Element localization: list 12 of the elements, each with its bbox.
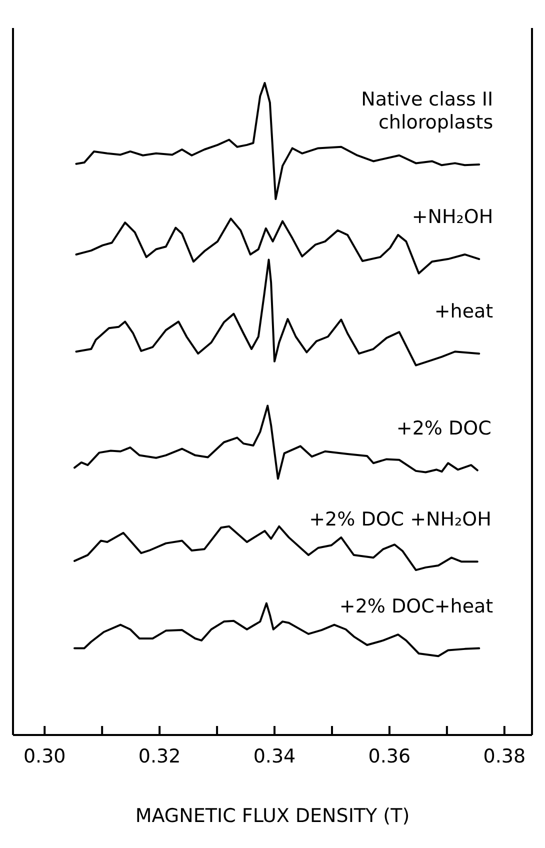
- series-label: +heat: [434, 300, 494, 323]
- x-axis-title: MAGNETIC FLUX DENSITY (T): [135, 805, 410, 827]
- series-label: +2% DOC +NH₂OH: [309, 508, 492, 531]
- series-label: +2% DOC: [396, 417, 492, 440]
- x-tick-label: 0.38: [483, 745, 526, 768]
- x-tick-label: 0.36: [368, 745, 411, 768]
- series-label: +NH₂OH: [412, 206, 494, 228]
- x-tick-label: 0.34: [253, 745, 296, 768]
- x-tick-label: 0.30: [23, 745, 66, 768]
- series-label: Native class II chloroplasts: [361, 88, 494, 134]
- x-tick-label: 0.32: [138, 745, 181, 768]
- series-label: +2% DOC+heat: [339, 595, 494, 618]
